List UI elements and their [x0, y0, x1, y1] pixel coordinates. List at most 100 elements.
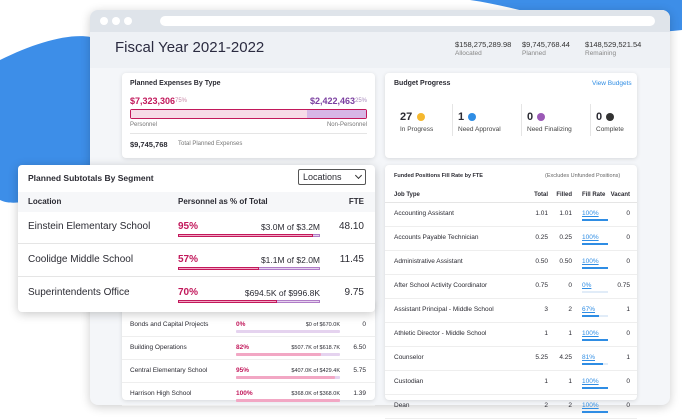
segment-pct: 57% [178, 254, 199, 265]
total: 5.25 [535, 354, 548, 361]
stat-amount: $148,529,521.54 [585, 40, 642, 49]
divider [122, 405, 375, 406]
segment-fte: 0 [362, 321, 366, 328]
filled: 4.25 [559, 354, 572, 361]
status-label: Need Finalizing [527, 126, 572, 133]
status-icon [537, 113, 545, 121]
nonpersonnel-amount: $2,422,463 [310, 96, 356, 106]
vacant: 0 [626, 402, 630, 409]
segment-name: Einstein Elementary School [28, 221, 151, 232]
segment-amount: $3.0M of $3.2M [260, 222, 320, 232]
divider [122, 359, 375, 360]
fill-bar [582, 339, 608, 341]
separator [521, 104, 522, 136]
job-type: Athletic Director - Middle School [394, 330, 487, 337]
stat-amount: $158,275,289.98 [455, 40, 512, 49]
segment-fte: 11.45 [339, 254, 364, 265]
segment-pct: 0% [236, 321, 246, 328]
note: (Excludes Unfunded Positions) [545, 173, 621, 179]
filled: 2 [568, 306, 572, 313]
total-label: Total Planned Expenses [178, 141, 243, 147]
segments-card [18, 165, 375, 312]
segment-pct: 95% [236, 367, 250, 374]
dot [124, 17, 132, 25]
total: 0.25 [535, 234, 548, 241]
address-bar [160, 16, 655, 26]
link[interactable]: View Budgets [592, 80, 632, 87]
select[interactable]: Locations [298, 169, 366, 185]
divider [122, 382, 375, 383]
segment-name: Coolidge Middle School [28, 254, 134, 265]
segment-name: Harrison High School [130, 390, 192, 397]
segment-bar [236, 399, 340, 402]
dot [100, 17, 108, 25]
personnel-pct: 75% [175, 98, 188, 104]
segment-amount: $407.0K of $429.4K [291, 368, 340, 374]
filled: 2 [568, 402, 572, 409]
fill-rate: 100% [582, 258, 599, 265]
status-count: 0 [596, 111, 603, 123]
fill-bar [582, 315, 600, 317]
dot [112, 17, 120, 25]
column-header: Job Type [394, 192, 420, 198]
divider [18, 243, 375, 244]
divider [122, 336, 375, 337]
job-type: Assistant Principal - Middle School [394, 306, 494, 313]
segment-bar [236, 353, 322, 356]
status-label: Need Approval [458, 126, 501, 133]
nonpersonnel-bar [307, 110, 366, 118]
filled: 0 [568, 282, 572, 289]
fill-bar [582, 219, 608, 221]
fill-bar [582, 387, 608, 389]
separator [590, 104, 591, 136]
segment-amount: $368.0K of $368.0K [291, 391, 340, 397]
fill-rate: 81% [582, 354, 596, 361]
label: Personnel [130, 122, 158, 128]
job-type: Dean [394, 402, 410, 409]
filled: 1 [568, 330, 572, 337]
vacant: 0 [626, 210, 630, 217]
segment-name: Superintendents Office [28, 287, 130, 298]
card-title: Planned Subtotals By Segment [28, 173, 154, 183]
header [90, 32, 670, 68]
job-type: Accounts Payable Technician [394, 234, 479, 241]
fill-track [582, 291, 608, 293]
header-band [18, 192, 375, 212]
vacant: 0 [626, 258, 630, 265]
nonpersonnel-pct: 25% [355, 98, 368, 104]
segment-track [236, 330, 340, 333]
vacant: 1 [626, 306, 630, 313]
segment-fte: 6.50 [353, 344, 366, 351]
job-type: After School Activity Coordinator [394, 282, 488, 289]
stat-label: Remaining [585, 50, 617, 57]
fill-bar [582, 243, 608, 245]
divider [385, 226, 637, 227]
divider [385, 250, 637, 251]
divider [385, 322, 637, 323]
fill-bar [582, 267, 608, 269]
fill-rate: 100% [582, 330, 599, 337]
page-title: Fiscal Year 2021-2022 [115, 39, 265, 56]
segment-amount: $0 of $670.0K [305, 322, 340, 328]
stat-amount: $9,745,768.44 [522, 40, 570, 49]
status-icon [417, 113, 425, 121]
vacant: 0 [626, 378, 630, 385]
fill-rate: 100% [582, 378, 599, 385]
segment-fte: 1.39 [353, 390, 366, 397]
label: Non-Personnel [326, 122, 367, 128]
job-type: Accounting Assistant [394, 210, 454, 217]
vacant: 1 [626, 354, 630, 361]
segment-name: Building Operations [130, 344, 187, 351]
divider [385, 346, 637, 347]
fill-rate: 100% [582, 234, 599, 241]
divider [385, 274, 637, 275]
segment-pct: 82% [236, 344, 250, 351]
column-header: Filled [556, 192, 572, 198]
status-count: 27 [400, 111, 413, 123]
fill-bar [582, 363, 604, 365]
stat-label: Planned [522, 50, 546, 57]
card-title: Funded Positions Fill Rate by FTE [394, 173, 483, 179]
filled: 1.01 [559, 210, 572, 217]
segment-pct: 95% [178, 221, 199, 232]
